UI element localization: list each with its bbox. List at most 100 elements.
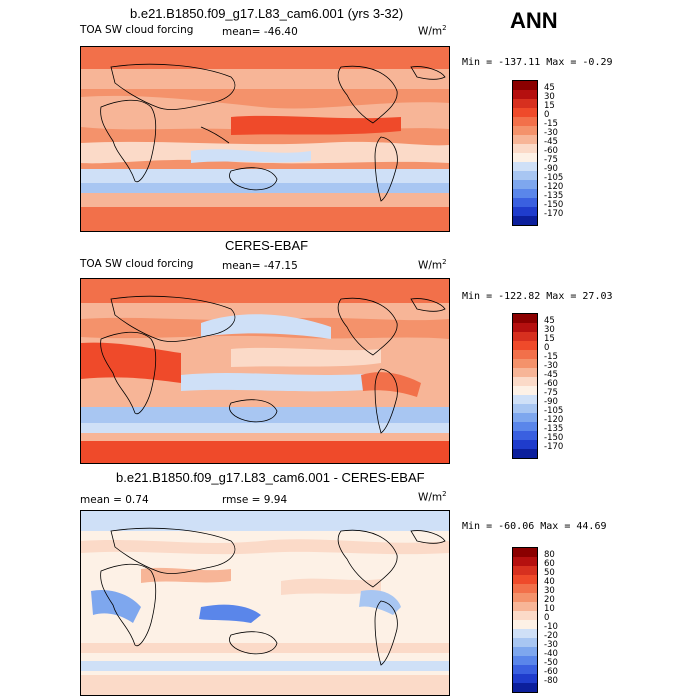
colorbar-swatch [513, 647, 537, 656]
colorbar-swatch [513, 395, 537, 404]
panel1-colorbar [512, 80, 538, 226]
panel1-variable: TOA SW cloud forcing [80, 24, 194, 36]
colorbar-label: -150 [544, 200, 564, 210]
colorbar-swatch [513, 557, 537, 566]
colorbar-label: 30 [544, 325, 555, 335]
colorbar-swatch [513, 611, 537, 620]
panel2-colorbar [512, 313, 538, 459]
colorbar-swatch [513, 548, 537, 557]
panel2-variable: TOA SW cloud forcing [80, 258, 194, 270]
colorbar-swatch [513, 323, 537, 332]
colorbar-label: -60 [544, 667, 558, 677]
panel2-minmax: Min = -122.82 Max = 27.03 [462, 291, 613, 302]
panel3-map [80, 510, 450, 696]
colorbar-swatch [513, 377, 537, 386]
colorbar-label: 10 [544, 604, 555, 614]
colorbar-label: -120 [544, 415, 564, 425]
colorbar-label: -30 [544, 361, 558, 371]
colorbar-swatch [513, 99, 537, 108]
colorbar-label: 45 [544, 83, 555, 93]
panel3-minmax: Min = -60.06 Max = 44.69 [462, 521, 607, 532]
colorbar-swatch [513, 126, 537, 135]
panel2-mean: mean= -47.15 [222, 260, 298, 272]
colorbar-swatch [513, 593, 537, 602]
colorbar-label: -90 [544, 164, 558, 174]
colorbar-swatch [513, 674, 537, 683]
colorbar-label: 20 [544, 595, 555, 605]
colorbar-label: -30 [544, 640, 558, 650]
panel3-title: b.e21.B1850.f09_g17.L83_cam6.001 - CERES… [116, 470, 425, 485]
colorbar-swatch [513, 171, 537, 180]
colorbar-label: 30 [544, 92, 555, 102]
colorbar-swatch [513, 198, 537, 207]
panel3-units: W/m2 [418, 490, 447, 504]
colorbar-swatch [513, 359, 537, 368]
colorbar-swatch [513, 135, 537, 144]
panel1-units: W/m2 [418, 24, 447, 38]
panel3-map-svg [81, 511, 449, 695]
colorbar-swatch [513, 207, 537, 216]
colorbar-label: 0 [544, 110, 550, 120]
colorbar-swatch [513, 602, 537, 611]
colorbar-label: -15 [544, 119, 558, 129]
colorbar-swatch [513, 162, 537, 171]
colorbar-swatch [513, 584, 537, 593]
colorbar-swatch [513, 81, 537, 90]
colorbar-label: 0 [544, 343, 550, 353]
colorbar-swatch [513, 90, 537, 99]
colorbar-swatch [513, 108, 537, 117]
colorbar-label: -10 [544, 622, 558, 632]
panel3-colorbar [512, 547, 538, 693]
colorbar-label: -135 [544, 424, 564, 434]
colorbar-label: 15 [544, 101, 555, 111]
colorbar-label: -50 [544, 658, 558, 668]
colorbar-swatch [513, 350, 537, 359]
panel3-mean: mean = 0.74 [80, 494, 149, 506]
colorbar-swatch [513, 440, 537, 449]
colorbar-label: 30 [544, 586, 555, 596]
colorbar-label: -45 [544, 370, 558, 380]
colorbar-label: -40 [544, 649, 558, 659]
colorbar-label: -90 [544, 397, 558, 407]
colorbar-label: -75 [544, 388, 558, 398]
colorbar-label: 45 [544, 316, 555, 326]
colorbar-label: -20 [544, 631, 558, 641]
colorbar-swatch [513, 683, 537, 692]
panel1-minmax: Min = -137.11 Max = -0.29 [462, 57, 613, 68]
colorbar-label: -170 [544, 442, 564, 452]
colorbar-label: -15 [544, 352, 558, 362]
colorbar-label: 80 [544, 550, 555, 560]
panel1-map [80, 46, 450, 232]
colorbar-swatch [513, 368, 537, 377]
panel2-map-svg [81, 279, 449, 463]
colorbar-label: 0 [544, 613, 550, 623]
season-label: ANN [510, 8, 558, 33]
panel2-map [80, 278, 450, 464]
colorbar-label: -170 [544, 209, 564, 219]
colorbar-label: 50 [544, 568, 555, 578]
colorbar-swatch [513, 431, 537, 440]
colorbar-label: 15 [544, 334, 555, 344]
panel1-mean: mean= -46.40 [222, 26, 298, 38]
colorbar-swatch [513, 656, 537, 665]
colorbar-swatch [513, 665, 537, 674]
colorbar-label: 40 [544, 577, 555, 587]
colorbar-swatch [513, 386, 537, 395]
colorbar-swatch [513, 314, 537, 323]
colorbar-label: -120 [544, 182, 564, 192]
colorbar-swatch [513, 180, 537, 189]
colorbar-label: -105 [544, 173, 564, 183]
colorbar-label: -30 [544, 128, 558, 138]
colorbar-label: -60 [544, 379, 558, 389]
colorbar-label: -135 [544, 191, 564, 201]
colorbar-swatch [513, 153, 537, 162]
colorbar-swatch [513, 629, 537, 638]
colorbar-swatch [513, 575, 537, 584]
colorbar-swatch [513, 620, 537, 629]
colorbar-swatch [513, 638, 537, 647]
panel1-map-svg [81, 47, 449, 231]
colorbar-label: -150 [544, 433, 564, 443]
colorbar-label: -80 [544, 676, 558, 686]
panel3-rmse: rmse = 9.94 [222, 494, 288, 506]
panel1-title: b.e21.B1850.f09_g17.L83_cam6.001 (yrs 3-… [130, 6, 404, 21]
